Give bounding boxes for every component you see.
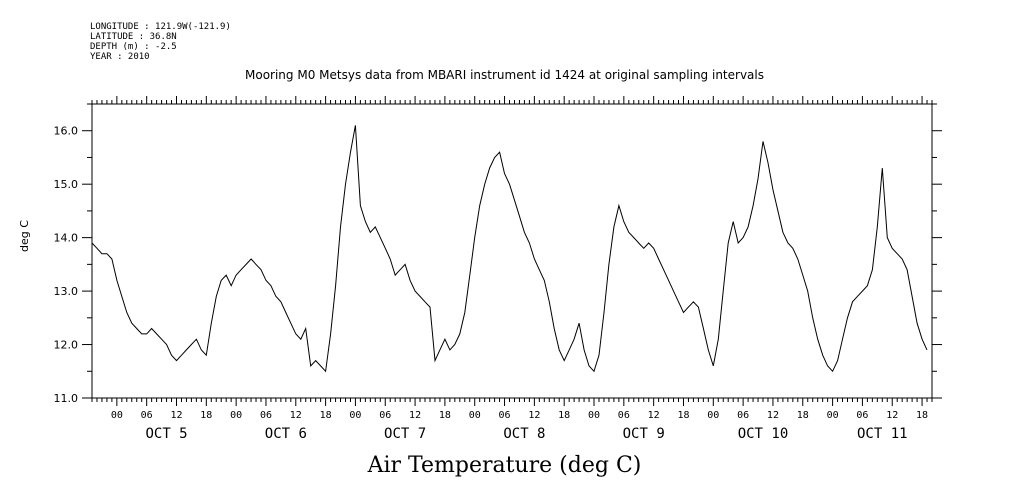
x-axis-label: Air Temperature (deg C)	[367, 453, 642, 478]
x-hour-label: 06	[141, 410, 153, 421]
x-hour-label: 06	[618, 410, 630, 421]
x-hour-label: 00	[469, 410, 481, 421]
x-hour-label: 06	[737, 410, 749, 421]
y-tick-label: 11.0	[54, 392, 79, 405]
x-day-label: OCT 10	[738, 426, 789, 442]
x-hour-label: 12	[290, 410, 302, 421]
x-hour-label: 18	[677, 410, 689, 421]
y-tick-label: 13.0	[54, 285, 79, 298]
x-day-label: OCT 6	[265, 426, 307, 442]
y-axis-label: deg C	[18, 220, 31, 252]
x-day-label: OCT 11	[857, 426, 908, 442]
x-hour-label: 18	[320, 410, 332, 421]
meta-year: YEAR : 2010	[90, 52, 150, 62]
x-hour-label: 00	[827, 410, 839, 421]
x-day-label: OCT 7	[384, 426, 426, 442]
x-hour-label: 12	[409, 410, 421, 421]
y-tick-label: 15.0	[54, 178, 79, 191]
air-temperature-line	[91, 125, 928, 373]
x-hour-label: 12	[170, 410, 182, 421]
meta-latitude: LATITUDE : 36.8N	[90, 32, 177, 42]
x-hour-label: 18	[200, 410, 212, 421]
x-hour-label: 00	[111, 410, 123, 421]
x-hour-label: 06	[856, 410, 868, 421]
meta-depth: DEPTH (m) : -2.5	[90, 42, 177, 52]
y-tick-label: 16.0	[54, 125, 79, 138]
x-hour-label: 18	[797, 410, 809, 421]
x-day-label: OCT 5	[145, 426, 187, 442]
y-tick-label: 12.0	[54, 339, 79, 352]
x-hour-label: 00	[349, 410, 361, 421]
x-hour-label: 12	[528, 410, 540, 421]
x-hour-label: 06	[379, 410, 391, 421]
x-hour-label: 00	[588, 410, 600, 421]
x-hour-label: 12	[767, 410, 779, 421]
x-day-label: OCT 9	[623, 426, 665, 442]
x-hour-label: 06	[260, 410, 272, 421]
x-hour-label: 18	[558, 410, 570, 421]
x-hour-label: 00	[707, 410, 719, 421]
x-hour-label: 18	[439, 410, 451, 421]
plot-frame	[91, 103, 933, 399]
x-day-label: OCT 8	[503, 426, 545, 442]
y-tick-label: 14.0	[54, 232, 79, 245]
x-hour-label: 06	[499, 410, 511, 421]
x-hour-label: 00	[230, 410, 242, 421]
chart-title: Mooring M0 Metsys data from MBARI instru…	[245, 68, 764, 82]
x-hour-label: 18	[916, 410, 928, 421]
meta-longitude: LONGITUDE : 121.9W(-121.9)	[90, 22, 231, 32]
x-hour-label: 12	[886, 410, 898, 421]
x-hour-label: 12	[648, 410, 660, 421]
